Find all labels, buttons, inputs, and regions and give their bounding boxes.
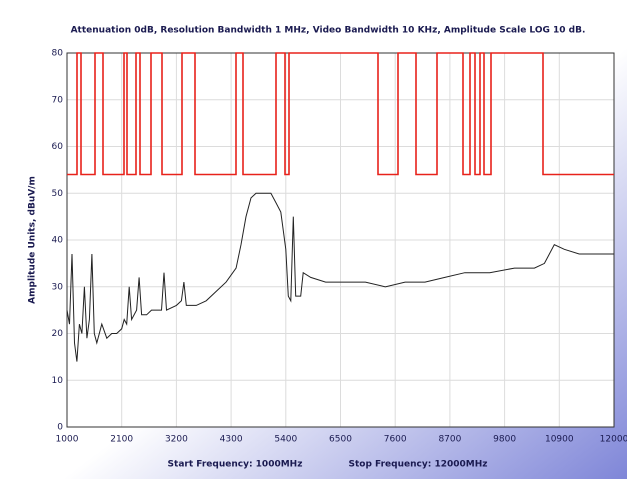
x-tick-label: 1000 xyxy=(56,435,79,445)
y-tick-label: 10 xyxy=(52,376,64,386)
x-axis-label-stop: Stop Frequency: 12000MHz xyxy=(349,460,488,470)
series-line xyxy=(67,52,614,176)
x-tick-label: 8700 xyxy=(438,435,461,445)
y-tick-label: 20 xyxy=(52,329,64,339)
y-tick-label: 40 xyxy=(52,236,64,246)
y-tick-label: 60 xyxy=(52,142,64,152)
y-axis-label: Amplitude Units, dBuV/m xyxy=(28,176,38,304)
x-tick-label: 5400 xyxy=(274,435,297,445)
x-tick-label: 3200 xyxy=(165,435,188,445)
chart-title: Attenuation 0dB, Resolution Bandwidth 1 … xyxy=(71,26,586,36)
y-tick-label: 70 xyxy=(52,95,64,105)
y-tick-label: 80 xyxy=(52,49,64,59)
x-tick-label: 4300 xyxy=(220,435,243,445)
y-tick-label: 30 xyxy=(52,282,64,292)
x-tick-label: 6500 xyxy=(329,435,352,445)
x-tick-label: 7600 xyxy=(384,435,407,445)
x-tick-label: 10900 xyxy=(545,435,574,445)
x-tick-label: 12000 xyxy=(600,435,627,445)
x-axis-label-start: Start Frequency: 1000MHz xyxy=(168,460,303,470)
x-tick-label: 2100 xyxy=(110,435,133,445)
y-tick-label: 0 xyxy=(57,423,63,433)
series-line xyxy=(66,192,614,362)
y-tick-label: 50 xyxy=(52,189,64,199)
x-tick-label: 9800 xyxy=(493,435,516,445)
